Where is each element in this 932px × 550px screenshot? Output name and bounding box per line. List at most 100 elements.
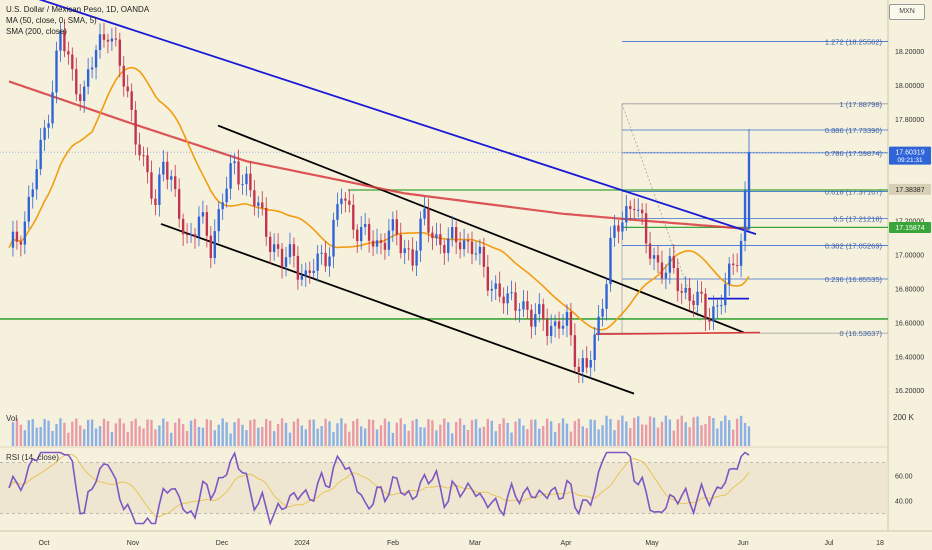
price-axis-tag [889, 183, 931, 195]
volume-bar [482, 426, 486, 446]
volume-bar [249, 420, 252, 446]
candle-body [581, 358, 584, 372]
candle-body [316, 253, 319, 271]
candle-body [391, 219, 395, 231]
volume-bar [526, 429, 529, 446]
volume-bar [530, 419, 533, 446]
candle-body [613, 225, 616, 238]
candle-body [130, 91, 133, 110]
volume-bar [225, 422, 228, 446]
volume-bar [106, 421, 110, 446]
candle-body [79, 94, 82, 102]
candle-body [185, 234, 189, 236]
candle-body [387, 230, 391, 250]
candle-body [205, 212, 209, 236]
volume-bar [407, 430, 410, 446]
volume-bar [708, 416, 711, 446]
volume-bar [668, 419, 672, 446]
price-tick-label: 16.40000 [895, 354, 924, 361]
candle-body [367, 224, 371, 241]
volume-bar [47, 420, 50, 446]
volume-bar [177, 418, 181, 446]
volume-bar [154, 429, 157, 446]
volume-bar [728, 420, 731, 446]
candle-body [644, 213, 648, 244]
candle-body [538, 304, 541, 315]
candle-body [585, 358, 588, 368]
candle-body [498, 283, 501, 297]
price-tick-label: 17.80000 [895, 117, 924, 124]
candle-body [700, 291, 703, 294]
candle-body [447, 238, 450, 254]
candle-body [31, 189, 34, 197]
candle-body [110, 38, 114, 42]
volume-bar [35, 427, 38, 446]
candle-body [181, 218, 185, 235]
volume-bar [478, 427, 482, 446]
channel-lower-line [160, 223, 635, 395]
volume-bar [739, 415, 743, 446]
candle-body [506, 293, 509, 304]
candle-body [67, 51, 70, 55]
volume-bar [700, 425, 703, 446]
volume-bar [431, 420, 434, 446]
candle-body [134, 109, 137, 145]
candle-body [35, 169, 38, 190]
price-axis-tag [889, 146, 931, 165]
volume-bar [71, 421, 74, 446]
time-tick-label: Jun [737, 540, 748, 547]
candle-body [474, 253, 478, 255]
candle-body [379, 240, 383, 243]
ma50-legend: MA (50, close, 0, SMA, 5) [6, 16, 97, 25]
candle-body [664, 272, 668, 279]
volume-bar [542, 426, 545, 446]
volume-bar [19, 424, 23, 446]
candle-body [268, 236, 272, 252]
volume-bar [629, 427, 632, 446]
volume-bar [557, 423, 561, 446]
volume-bar [253, 419, 256, 446]
candle-body [288, 244, 292, 258]
candle-body [114, 38, 118, 40]
volume-bar [474, 419, 478, 446]
volume-bar [637, 416, 640, 446]
candle-body [431, 232, 434, 239]
fib-level-label: 1.272 (18.25562) [825, 37, 883, 46]
volume-bar [395, 422, 398, 446]
candle-body [197, 216, 201, 237]
time-tick-label: Feb [387, 540, 399, 547]
volume-bar [324, 418, 327, 446]
price-axis-tag-text: 17.38387 [895, 187, 924, 194]
time-tick-label: Dec [216, 540, 229, 547]
volume-bar [86, 419, 90, 446]
volume-bar [268, 420, 272, 446]
candle-body [375, 240, 379, 247]
volume-bar [609, 418, 612, 446]
volume-bar [75, 418, 78, 446]
candle-body [648, 243, 652, 259]
candle-body [629, 206, 632, 209]
candle-body [712, 306, 715, 322]
candle-body [411, 249, 414, 266]
candle-body [542, 304, 545, 320]
candle-body [522, 301, 525, 310]
candle-body [312, 270, 315, 274]
volume-bar [90, 419, 94, 446]
candle-body [221, 202, 224, 210]
volume-bar [451, 433, 454, 446]
candle-body [348, 200, 351, 205]
countdown-text: 09:21:31 [897, 157, 923, 164]
volume-bar [506, 422, 509, 446]
volume-bar [241, 424, 244, 446]
candle-body [43, 127, 46, 140]
volume-bar [272, 431, 276, 446]
currency-badge[interactable]: MXN [889, 4, 925, 20]
candle-body [154, 198, 157, 205]
volume-bar [423, 427, 426, 446]
volume-bar [696, 416, 699, 446]
candle-body [39, 139, 42, 170]
price-tick-label: 16.60000 [895, 320, 924, 327]
rsi-label: RSI (14, close) [6, 453, 59, 462]
